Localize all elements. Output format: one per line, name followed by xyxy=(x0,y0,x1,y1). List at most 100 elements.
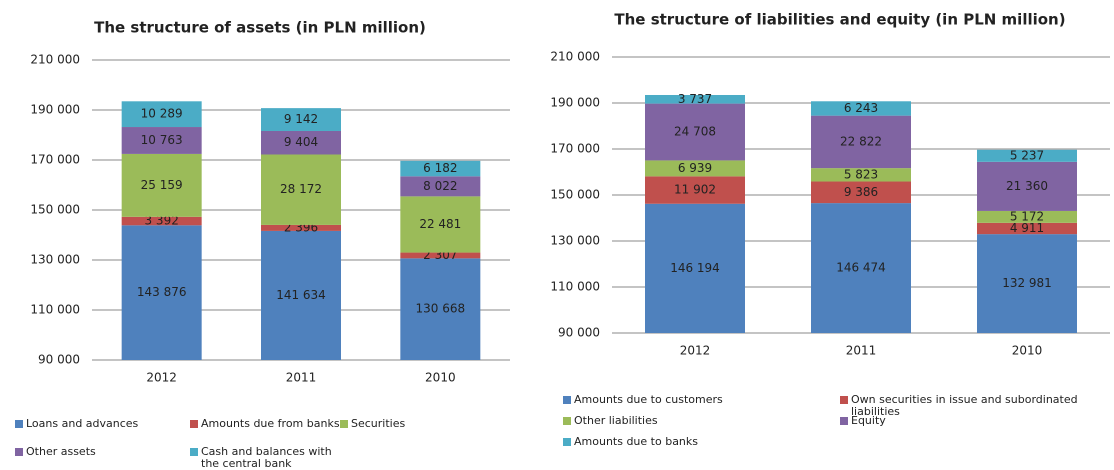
legend-item: Cash and balances with the central bank xyxy=(190,446,340,470)
y-tick-label: 170 000 xyxy=(550,142,600,156)
bar-segment xyxy=(645,203,745,333)
value-label: 25 159 xyxy=(141,178,183,192)
bar-segment xyxy=(645,176,745,204)
legend-item: Amounts due from banks xyxy=(190,418,340,430)
y-tick-label: 110 000 xyxy=(30,303,80,317)
bar-segment xyxy=(400,252,481,259)
value-label: 146 194 xyxy=(670,261,720,275)
value-label: 10 289 xyxy=(141,107,183,121)
x-tick-label: 2010 xyxy=(1012,344,1043,358)
x-tick-label: 2012 xyxy=(680,344,711,358)
bar-segment xyxy=(977,234,1077,333)
bar-segment xyxy=(121,127,202,154)
value-label: 11 902 xyxy=(674,183,716,197)
legend-swatch xyxy=(15,420,23,428)
legend-swatch xyxy=(190,420,198,428)
value-label: 132 981 xyxy=(1002,276,1052,290)
y-tick-label: 150 000 xyxy=(30,203,80,217)
legend-label: Amounts due to customers xyxy=(574,393,723,406)
bar-segment xyxy=(400,258,481,360)
legend-label: Amounts due to banks xyxy=(574,435,699,448)
legend-item: Amounts due to banks xyxy=(563,436,833,448)
legend-swatch xyxy=(340,420,348,428)
value-label: 6 243 xyxy=(844,101,878,115)
y-tick-label: 150 000 xyxy=(550,188,600,202)
legend-item: Other assets xyxy=(15,446,175,458)
legend-label: Other assets xyxy=(26,445,96,458)
bar-segment xyxy=(400,176,481,197)
bar-segment xyxy=(261,108,341,131)
value-label: 5 172 xyxy=(1010,209,1044,223)
bar-segment xyxy=(645,160,745,177)
bar-segment xyxy=(121,153,202,217)
value-label: 141 634 xyxy=(276,288,326,302)
bar-segment xyxy=(811,115,911,169)
y-tick-label: 110 000 xyxy=(550,280,600,294)
legend-label: Other liabilities xyxy=(574,414,658,427)
chart-title: The structure of assets (in PLN million) xyxy=(94,19,426,37)
bar-segment xyxy=(977,149,1077,162)
bar-segment xyxy=(977,210,1077,223)
legend-label: Securities xyxy=(351,417,406,430)
value-label: 143 876 xyxy=(137,285,187,299)
x-tick-label: 2010 xyxy=(425,371,456,385)
value-label: 130 668 xyxy=(416,302,466,316)
value-label: 6 939 xyxy=(678,161,712,175)
chart-title: The structure of liabilities and equity … xyxy=(614,11,1065,29)
x-tick-label: 2012 xyxy=(146,371,177,385)
value-label: 24 708 xyxy=(674,125,716,139)
value-label: 5 823 xyxy=(844,167,878,181)
value-label: 10 763 xyxy=(141,133,183,147)
bar-segment xyxy=(121,101,202,128)
value-label: 22 822 xyxy=(840,134,882,148)
y-tick-label: 190 000 xyxy=(30,103,80,117)
y-tick-label: 130 000 xyxy=(30,253,80,267)
bar-segment xyxy=(400,196,481,253)
bar-segment xyxy=(261,154,341,225)
value-label: 6 182 xyxy=(423,161,457,175)
value-label: 9 386 xyxy=(844,185,878,199)
legend-swatch xyxy=(15,448,23,456)
bar-segment xyxy=(811,203,911,333)
y-tick-label: 190 000 xyxy=(550,96,600,110)
legend-label: Cash and balances with the central bank xyxy=(201,445,332,470)
bar-segment xyxy=(811,101,911,116)
y-tick-label: 90 000 xyxy=(558,326,600,340)
bar-segment xyxy=(977,161,1077,211)
legend-item: Amounts due to customers xyxy=(563,394,833,406)
legend-swatch xyxy=(840,396,848,404)
bar-segment xyxy=(121,225,202,360)
legend-item: Equity xyxy=(840,415,1110,427)
y-tick-label: 90 000 xyxy=(38,353,80,367)
legend-swatch xyxy=(840,417,848,425)
bar-segment xyxy=(400,160,481,177)
value-label: 4 911 xyxy=(1010,221,1044,235)
bar-segment xyxy=(811,168,911,182)
legend-swatch xyxy=(563,438,571,446)
value-label: 3 392 xyxy=(144,214,178,228)
value-label: 3 737 xyxy=(678,92,712,106)
x-tick-label: 2011 xyxy=(286,371,317,385)
y-tick-label: 170 000 xyxy=(30,153,80,167)
value-label: 9 404 xyxy=(284,135,318,149)
bar-segment xyxy=(261,224,341,231)
value-label: 9 142 xyxy=(284,112,318,126)
value-label: 21 360 xyxy=(1006,179,1048,193)
y-tick-label: 210 000 xyxy=(30,53,80,67)
legend-item: Loans and advances xyxy=(15,418,175,430)
legend-item: Own securities in issue and subordinated… xyxy=(840,394,1114,418)
bar-segment xyxy=(261,130,341,155)
legend-swatch xyxy=(190,448,198,456)
bar-segment xyxy=(121,216,202,226)
legend-label: Amounts due from banks xyxy=(201,417,340,430)
legend-label: Equity xyxy=(851,414,886,427)
bar-segment xyxy=(261,230,341,360)
legend-item: Securities xyxy=(340,418,490,430)
x-tick-label: 2011 xyxy=(846,344,877,358)
bar-segment xyxy=(645,94,745,104)
legend-swatch xyxy=(563,396,571,404)
value-label: 28 172 xyxy=(280,182,322,196)
bar-segment xyxy=(811,181,911,204)
legend-label: Loans and advances xyxy=(26,417,139,430)
